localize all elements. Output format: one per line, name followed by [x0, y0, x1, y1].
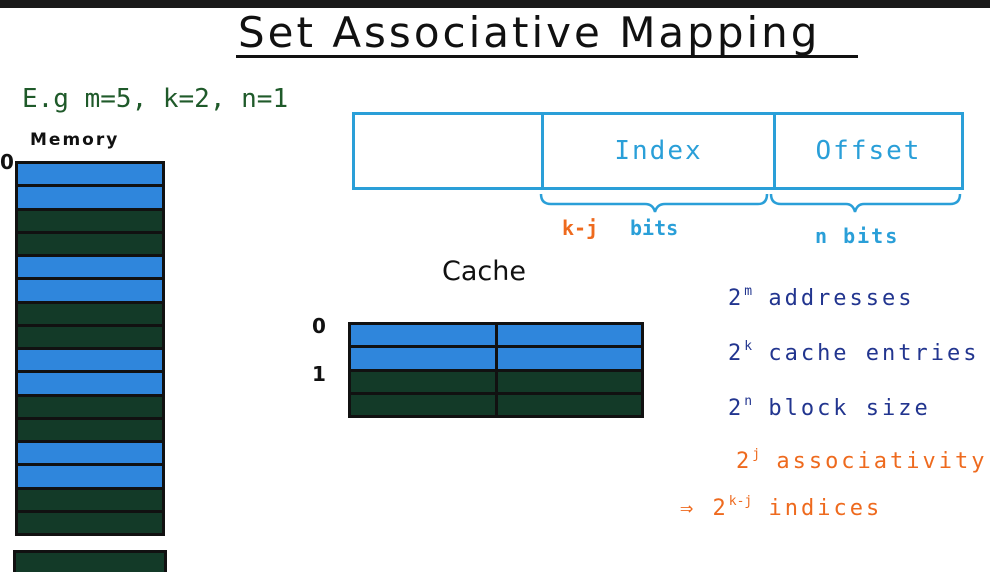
cache-line — [351, 394, 495, 415]
index-bits-label: k-j — [562, 216, 599, 240]
cache-line — [497, 371, 641, 392]
cache-set-0-label: 0 — [312, 314, 326, 338]
memory-label: Memory — [30, 130, 120, 150]
memory-block-row — [18, 489, 162, 513]
note-associativity: 2j associativity — [736, 447, 988, 474]
note-text: cache entries — [768, 341, 980, 366]
memory-continuation — [13, 550, 167, 572]
offset-bits-label: n bits — [815, 224, 900, 248]
cache-block — [348, 322, 644, 418]
note-base: 2 — [712, 496, 729, 521]
title-underline — [236, 55, 858, 58]
note-exponent: k — [744, 339, 753, 354]
note-exponent: m — [744, 284, 753, 299]
note-base: 2 — [728, 341, 745, 366]
implies-arrow-icon: ⇒ — [680, 496, 697, 521]
memory-block-row — [18, 187, 162, 211]
index-bits-unit: bits — [630, 216, 679, 240]
note-exponent: j — [752, 447, 761, 462]
memory-block — [15, 161, 165, 536]
memory-block-row — [18, 350, 162, 374]
address-tag-field — [355, 115, 544, 187]
memory-block-row — [18, 233, 162, 257]
note-text: addresses — [768, 286, 915, 311]
address-offset-field: Offset — [815, 136, 922, 166]
cache-label: Cache — [442, 256, 526, 287]
cache-line — [497, 325, 641, 346]
memory-block-row — [18, 280, 162, 304]
page-title: Set Associative Mapping — [238, 8, 821, 57]
note-exponent: n — [744, 394, 753, 409]
memory-block-row — [18, 443, 162, 467]
memory-block-row — [18, 303, 162, 327]
note-block-size: 2n block size — [728, 394, 931, 421]
memory-block-row — [18, 373, 162, 397]
memory-block-row — [18, 396, 162, 420]
note-base: 2 — [736, 449, 753, 474]
cache-line — [351, 371, 495, 392]
address-index-field: Index — [544, 115, 776, 187]
memory-block-row — [18, 326, 162, 350]
memory-block-row — [18, 512, 162, 533]
address-format: Index Offset — [352, 112, 964, 190]
note-text: block size — [768, 396, 931, 421]
memory-block-row — [18, 419, 162, 443]
note-indices: ⇒ 2k-j indices — [680, 494, 883, 521]
note-text: indices — [768, 496, 883, 521]
memory-block-row — [18, 466, 162, 490]
cache-line — [497, 394, 641, 415]
note-base: 2 — [728, 286, 745, 311]
memory-zero-marker: 0 — [0, 150, 14, 174]
memory-block-row — [18, 210, 162, 234]
memory-block-row — [18, 164, 162, 188]
memory-block-row — [18, 257, 162, 281]
note-base: 2 — [728, 396, 745, 421]
cache-line — [497, 348, 641, 369]
top-bar — [0, 0, 990, 8]
note-addresses: 2m addresses — [728, 284, 915, 311]
note-exponent: k-j — [728, 494, 753, 509]
example-parameters: E.g m=5, k=2, n=1 — [22, 84, 289, 114]
cache-line — [351, 325, 495, 346]
offset-brace — [769, 193, 962, 213]
index-brace — [539, 193, 769, 213]
note-cache-entries: 2k cache entries — [728, 339, 980, 366]
cache-set-1-label: 1 — [312, 362, 326, 386]
cache-line — [351, 348, 495, 369]
note-text: associativity — [776, 449, 988, 474]
